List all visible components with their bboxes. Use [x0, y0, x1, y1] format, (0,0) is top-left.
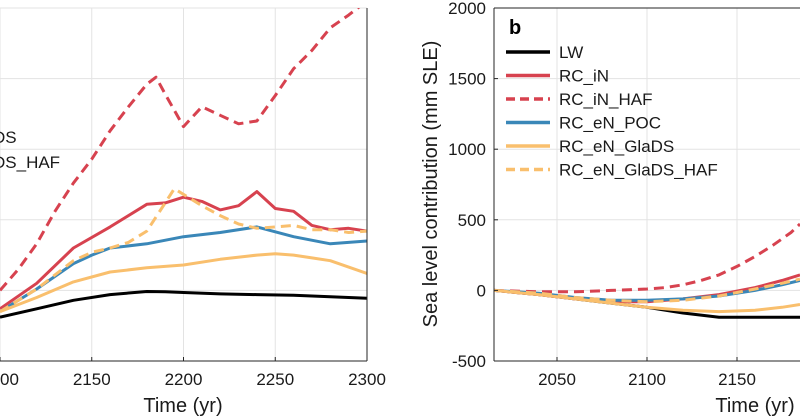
panel-b: -500 0 500 1000 1500 2000 2050 2100 2150 Time (y… [420, 0, 800, 417]
legend-label: RC_eN_POC [559, 114, 661, 133]
panel-b-x-label: Time (yr) [715, 395, 794, 417]
y-tick-label: -500 [452, 352, 486, 371]
series-line-rc-in [0, 190, 367, 311]
series-line-rc-in-haf [494, 222, 800, 294]
x-tick-label: 2050 [538, 370, 576, 389]
x-tick-label: 2200 [165, 370, 203, 389]
x-tick-label: 2250 [256, 370, 294, 389]
x-tick-label: 2100 [0, 370, 19, 389]
series-line-lw [0, 290, 367, 319]
series-line-rc-in-haf [0, 8, 361, 292]
y-tick-label: 1000 [448, 140, 486, 159]
legend-label: RC_eN_GlaDS_HAF [559, 161, 718, 180]
legend-label: RC_iN_HAF [559, 90, 653, 109]
series-line-rc-en-glads-haf [494, 277, 800, 304]
panel-a: 2100 2150 2200 2250 2300 Time (yr) DS DS_HAF [0, 7, 386, 417]
series-line-rc-en-glads [0, 252, 367, 314]
panel-a-series [0, 8, 367, 319]
y-tick-label: 0 [477, 281, 486, 300]
series-line-rc-en-poc [0, 225, 367, 313]
panel-b-legend: LW RC_iN RC_iN_HAF RC_eN_POC RC_eN_GlaDS RC_e… [506, 43, 718, 180]
panel-a-legend-text: DS_HAF [0, 153, 60, 172]
x-tick-label: 2300 [348, 370, 386, 389]
panel-a-x-label: Time (yr) [143, 395, 222, 417]
x-tick-label: 2150 [718, 370, 756, 389]
series-line-rc-en-glads [494, 288, 800, 314]
y-tick-label: 1500 [448, 70, 486, 89]
series-line-rc-en-glads-haf [0, 187, 367, 313]
panel-a-x-ticks: 2100 2150 2200 2250 2300 [0, 357, 386, 389]
panel-a-legend-fragment: DS DS_HAF [0, 128, 60, 172]
legend-label: LW [559, 43, 583, 62]
y-tick-label: 2000 [448, 0, 486, 18]
panel-b-series [494, 222, 800, 319]
y-tick-label: 500 [458, 211, 486, 230]
legend-label: RC_iN [559, 67, 609, 86]
x-tick-label: 2150 [73, 370, 111, 389]
panel-a-legend-text: DS [0, 128, 17, 147]
panel-b-y-label: Sea level contribution (mm SLE) [420, 41, 442, 328]
panel-b-letter: b [509, 17, 521, 39]
x-tick-label: 2100 [628, 370, 666, 389]
legend-label: RC_eN_GlaDS [559, 137, 674, 156]
panel-b-ticks: -500 0 500 1000 1500 2000 2050 2100 2150 [448, 0, 756, 389]
